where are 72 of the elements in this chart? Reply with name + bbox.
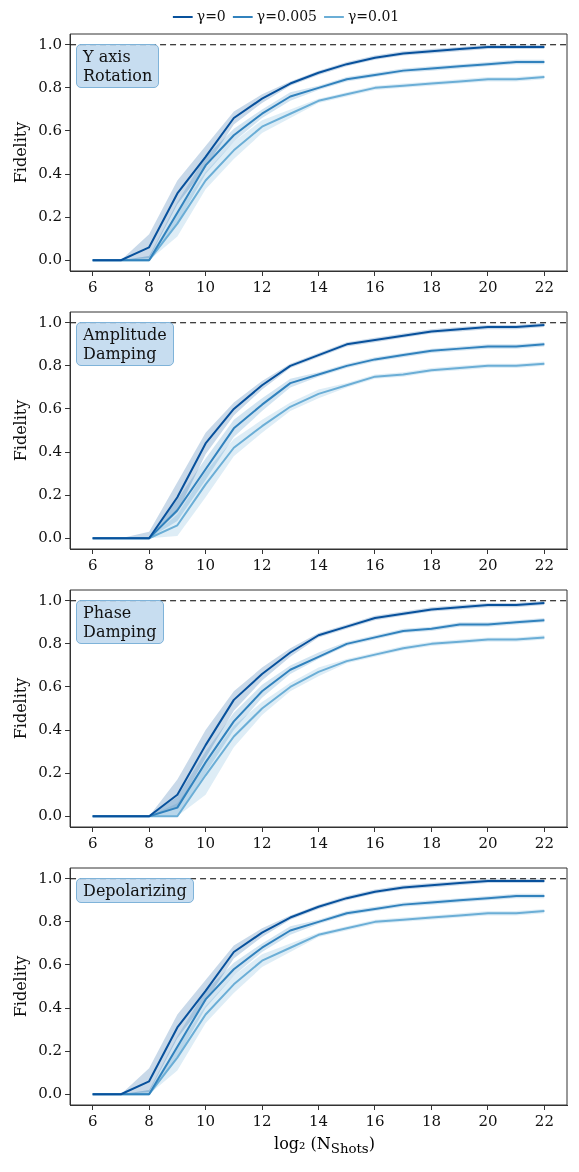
annotation: Phase Damping	[76, 600, 164, 644]
x-tick-label: 6	[87, 277, 98, 296]
x-tick-label: 20	[478, 555, 498, 574]
y-tick-label: 0.0	[38, 1084, 63, 1103]
x-tick-label: 12	[252, 1111, 272, 1130]
y-tick-label: 0.2	[38, 207, 63, 226]
x-tick-label: 18	[421, 833, 442, 852]
y-tick-label: 0.4	[38, 163, 63, 182]
annotation: Amplitude Damping	[76, 322, 174, 366]
x-tick-label: 6	[87, 833, 98, 852]
y-axis-title: Fidelity	[10, 121, 30, 184]
y-tick-label: 0.6	[38, 676, 63, 695]
y-tick-label: 0.8	[38, 633, 63, 652]
x-tick-label: 16	[365, 833, 385, 852]
y-tick-label: 1.0	[38, 34, 63, 53]
x-tick-label: 20	[478, 277, 498, 296]
y-tick-label: 1.0	[38, 590, 63, 609]
x-tick-label: 16	[365, 555, 385, 574]
y-tick-label: 0.8	[38, 77, 63, 96]
x-tick-label: 20	[478, 1111, 498, 1130]
x-tick-label: 8	[144, 555, 154, 574]
x-tick-label: 14	[308, 833, 329, 852]
legend-label: γ=0	[196, 7, 226, 24]
x-tick-label: 10	[196, 1111, 216, 1130]
y-tick-label: 0.6	[38, 954, 63, 973]
x-tick-label: 22	[534, 833, 554, 852]
x-tick-label: 16	[365, 277, 385, 296]
legend-label: γ=0.01	[347, 7, 400, 24]
y-axis-title: Fidelity	[10, 399, 30, 462]
x-tick-label: 12	[252, 277, 272, 296]
annotation: Depolarizing	[76, 878, 194, 903]
x-tick-label: 12	[252, 555, 272, 574]
legend-label: γ=0.005	[256, 7, 317, 24]
x-tick-label: 6	[87, 555, 98, 574]
x-tick-label: 14	[308, 1111, 329, 1130]
y-tick-label: 0.4	[38, 441, 63, 460]
x-tick-label: 10	[196, 555, 216, 574]
x-tick-label: 20	[478, 833, 498, 852]
x-tick-label: 8	[144, 833, 154, 852]
x-tick-label: 18	[421, 555, 442, 574]
x-tick-label: 6	[87, 1111, 98, 1130]
y-tick-label: 1.0	[38, 868, 63, 887]
y-tick-label: 0.6	[38, 398, 63, 417]
y-tick-label: 0.2	[38, 485, 63, 504]
y-tick-label: 0.2	[38, 763, 63, 782]
x-tick-label: 22	[534, 555, 554, 574]
x-tick-label: 18	[421, 1111, 442, 1130]
y-tick-label: 0.0	[38, 806, 63, 825]
x-tick-label: 22	[534, 277, 554, 296]
y-tick-label: 0.8	[38, 355, 63, 374]
x-tick-label: 14	[308, 555, 329, 574]
annotation: Y axis Rotation	[76, 44, 160, 88]
y-tick-label: 0.2	[38, 1041, 63, 1060]
x-tick-label: 10	[196, 277, 216, 296]
x-tick-label: 8	[144, 1111, 154, 1130]
y-axis-title: Fidelity	[10, 677, 30, 740]
x-tick-label: 8	[144, 277, 154, 296]
y-tick-label: 0.8	[38, 911, 63, 930]
x-axis-title: log₂ (N$_{Shots}$)	[273, 1134, 376, 1159]
y-tick-label: 0.0	[38, 250, 63, 269]
y-axis-title: Fidelity	[10, 955, 30, 1018]
y-tick-label: 0.4	[38, 719, 63, 738]
y-tick-label: 0.6	[38, 120, 63, 139]
y-tick-label: 0.0	[38, 528, 63, 547]
x-tick-label: 12	[252, 833, 272, 852]
x-tick-label: 14	[308, 277, 329, 296]
y-tick-label: 1.0	[38, 312, 63, 331]
x-tick-label: 22	[534, 1111, 554, 1130]
x-tick-label: 16	[365, 1111, 385, 1130]
x-tick-label: 18	[421, 277, 442, 296]
y-tick-label: 0.4	[38, 997, 63, 1016]
x-tick-label: 10	[196, 833, 216, 852]
